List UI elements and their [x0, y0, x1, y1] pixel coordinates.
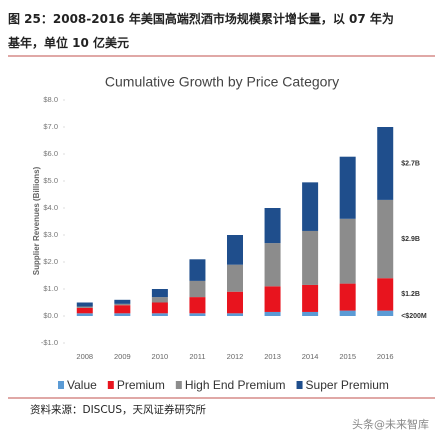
bar-segment [377, 278, 394, 311]
annotation: $2.9B [401, 236, 420, 243]
bar-segment [264, 243, 281, 287]
x-tick-label: 2016 [377, 352, 394, 361]
y-tick-label: $3.0 [43, 230, 58, 239]
x-tick-label: 2014 [302, 352, 319, 361]
bar-segment [377, 199, 394, 279]
y-tick-label: $1.0 [43, 284, 58, 293]
figure-title: 图 25：2008-2016 年美国高端烈酒市场规模累计增长量，以 07 年为 [8, 12, 394, 26]
figure-title: 基年，单位 10 亿美元 [8, 36, 130, 50]
x-tick-label: 2009 [114, 352, 131, 361]
bar-segment [302, 284, 319, 312]
x-tick-label: 2008 [76, 352, 93, 361]
y-tick-label: -$1.0 [41, 338, 58, 347]
bar-segment [264, 311, 281, 316]
chart-title: Cumulative Growth by Price Category [105, 74, 339, 90]
x-tick-label: 2012 [227, 352, 244, 361]
bar-segment [377, 310, 394, 316]
bar-segment [189, 280, 206, 298]
bar-segment [339, 283, 356, 311]
y-tick-label: $2.0 [43, 257, 58, 266]
bar-segment [227, 313, 243, 316]
legend-swatch [107, 381, 114, 389]
bar-segment [189, 259, 206, 281]
bar-segment [114, 313, 131, 316]
bar-segment [151, 297, 168, 303]
bar-segment [264, 208, 281, 244]
bar-segment [302, 182, 319, 231]
bar-segment [264, 286, 281, 312]
x-tick-label: 2015 [339, 352, 356, 361]
y-tick-label: $4.0 [43, 203, 58, 212]
annotation: <$200M [401, 313, 427, 320]
legend-swatch [175, 381, 182, 389]
legend-label: Value [67, 378, 97, 392]
bar-segment [151, 289, 168, 298]
bar-segment [76, 306, 93, 308]
bar-segment [227, 264, 243, 292]
watermark: 头条@未来智库 [352, 418, 429, 431]
y-tick-label: $6.0 [43, 149, 58, 158]
bar-segment [339, 218, 356, 284]
bar-segment [339, 310, 356, 316]
bar-segment [114, 305, 131, 314]
bar-segment [114, 303, 131, 306]
legend-label: High End Premium [185, 378, 286, 392]
legend-swatch [296, 381, 303, 389]
legend-label: Premium [117, 378, 165, 392]
legend-swatch [58, 381, 64, 389]
y-tick-label: $0.0 [43, 311, 58, 320]
annotation: $1.2B [401, 291, 420, 298]
bar-segment [76, 302, 93, 307]
y-axis-label: Supplier Revenues (Billions) [32, 166, 41, 275]
bar-segment [189, 313, 206, 316]
bar-segment [302, 311, 319, 316]
y-tick-label: $5.0 [43, 176, 58, 185]
y-tick-label: $7.0 [43, 122, 58, 131]
bar-segment [151, 313, 168, 316]
bar-segment [377, 127, 394, 200]
bar-segment [151, 302, 168, 314]
bar-segment [189, 297, 206, 314]
bar-segment [114, 299, 131, 304]
legend-label: Super Premium [306, 378, 389, 392]
y-tick-label: $8.0 [43, 95, 58, 104]
bar-segment [227, 291, 243, 314]
bar-segment [76, 313, 93, 316]
bar-segment [227, 235, 243, 265]
x-tick-label: 2011 [189, 352, 205, 361]
bar-segment [339, 156, 356, 219]
x-tick-label: 2013 [264, 352, 281, 361]
annotation: $2.7B [401, 160, 420, 167]
bar-segment [302, 230, 319, 285]
x-tick-label: 2010 [152, 352, 169, 361]
bar-segment [76, 307, 93, 314]
source: 资料来源：DISCUS，天风证券研究所 [30, 404, 207, 416]
